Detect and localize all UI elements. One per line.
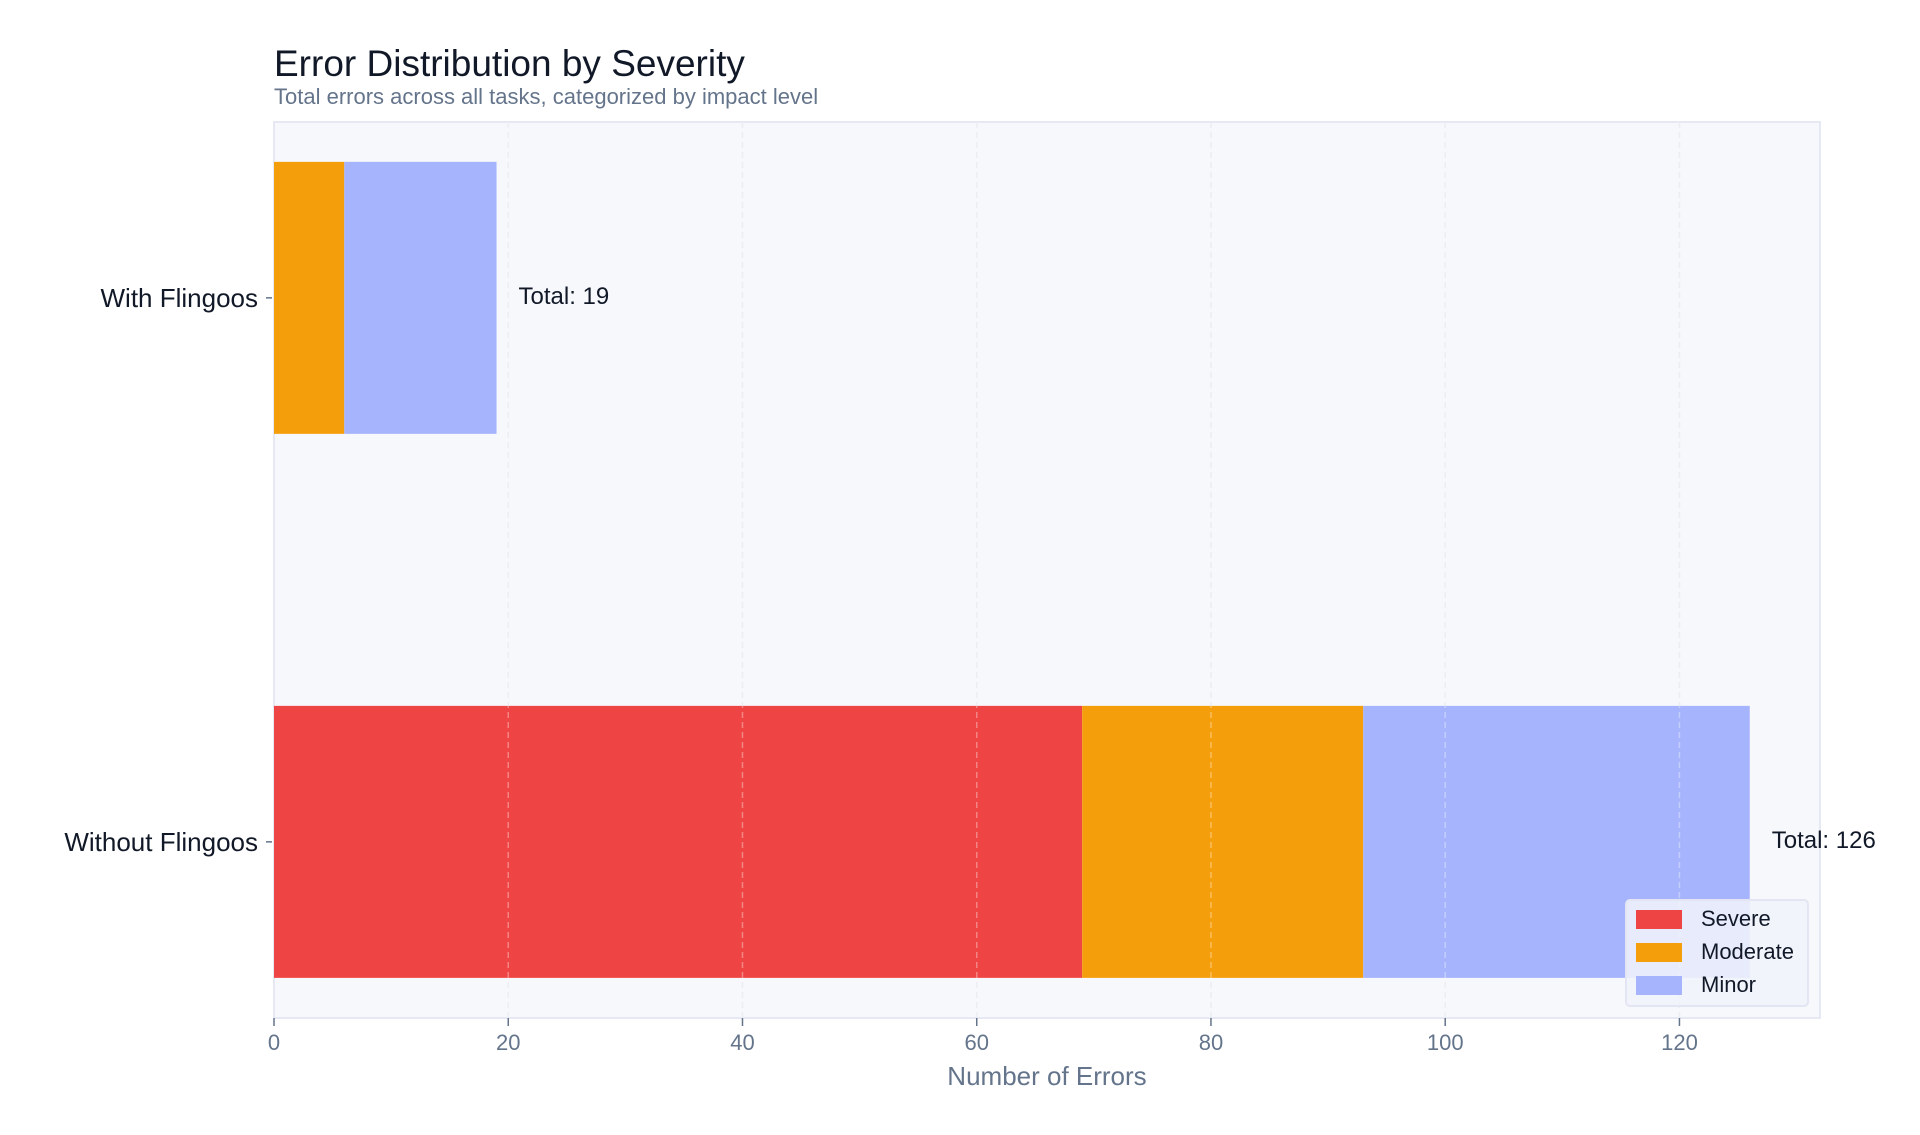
chart-title: Error Distribution by Severity (274, 43, 745, 84)
bar-minor-0 (344, 161, 497, 434)
bar-moderate-0 (274, 161, 345, 434)
category-label: Without Flingoos (64, 827, 258, 857)
x-tick-label: 60 (964, 1030, 988, 1055)
legend-label-severe: Severe (1701, 906, 1771, 931)
legend-swatch-severe (1636, 910, 1682, 929)
category-label: With Flingoos (101, 283, 259, 313)
x-tick-label: 80 (1199, 1030, 1223, 1055)
chart-subtitle: Total errors across all tasks, categoriz… (274, 84, 818, 109)
x-axis-label: Number of Errors (947, 1061, 1146, 1091)
total-label: Total: 126 (1772, 827, 1876, 854)
x-tick-label: 120 (1661, 1030, 1698, 1055)
x-tick-label: 100 (1427, 1030, 1464, 1055)
x-tick-label: 40 (730, 1030, 754, 1055)
x-tick-label: 0 (268, 1030, 280, 1055)
bar-severe-1 (274, 705, 1083, 978)
bar-moderate-1 (1082, 705, 1364, 978)
legend-label-minor: Minor (1701, 972, 1756, 997)
x-tick-label: 20 (496, 1030, 520, 1055)
legend-swatch-minor (1636, 976, 1682, 995)
legend-label-moderate: Moderate (1701, 939, 1794, 964)
legend[interactable]: Severe Moderate Minor (1625, 899, 1809, 1007)
total-label: Total: 19 (519, 283, 610, 310)
legend-swatch-moderate (1636, 943, 1682, 962)
